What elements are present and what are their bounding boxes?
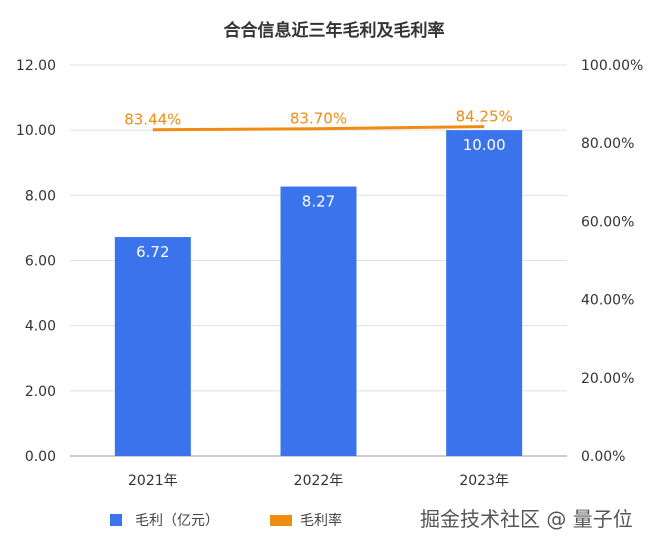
y-tick-label: 2.00 [25, 384, 56, 400]
bar-label: 10.00 [463, 136, 506, 154]
legend-swatch-bar [110, 514, 122, 526]
bar [446, 130, 523, 456]
line-label: 83.44% [124, 111, 181, 129]
bar [280, 186, 357, 456]
bar-label: 6.72 [136, 243, 169, 261]
y2-tick-label: 80.00% [581, 136, 634, 152]
legend-label-line: 毛利率 [300, 512, 342, 529]
line-label: 84.25% [456, 108, 513, 126]
y-tick-label: 8.00 [25, 188, 56, 204]
y-tick-label: 6.00 [25, 254, 56, 270]
y-tick-label: 0.00 [25, 449, 56, 465]
watermark: 掘金技术社区 @ 量子位 [420, 507, 633, 531]
bar [114, 237, 191, 456]
y2-tick-label: 100.00% [581, 58, 643, 74]
y-tick-label: 12.00 [16, 58, 56, 74]
y2-tick-label: 0.00% [581, 449, 625, 465]
line-label: 83.70% [290, 110, 347, 128]
bar-label: 8.27 [302, 193, 335, 211]
line-series [152, 125, 485, 132]
x-tick-label: 2023年 [459, 473, 509, 489]
legend-swatch-line [270, 515, 292, 526]
chart-title: 合合信息近三年毛利及毛利率 [224, 20, 445, 41]
y2-tick-label: 60.00% [581, 214, 634, 230]
y-tick-label: 4.00 [25, 319, 56, 335]
y-tick-label: 10.00 [16, 123, 56, 139]
x-tick-label: 2022年 [294, 473, 344, 489]
legend-label-bar: 毛利（亿元） [135, 513, 219, 529]
x-tick-label: 2021年 [128, 473, 178, 489]
y2-tick-label: 40.00% [581, 293, 634, 309]
y2-tick-label: 20.00% [581, 371, 634, 387]
